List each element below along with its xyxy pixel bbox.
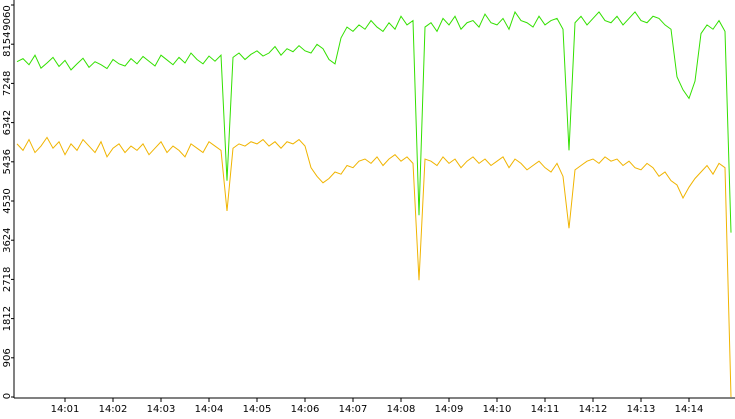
x-tick-label: 14:09 <box>435 404 464 415</box>
y-tick-label: 3624 <box>2 227 13 252</box>
x-tick-label: 14:03 <box>147 404 176 415</box>
x-tick-label: 14:14 <box>675 404 704 415</box>
y-tick-label: 8154 <box>2 31 13 56</box>
x-tick-label: 14:12 <box>579 404 608 415</box>
y-tick-label: 1812 <box>2 306 13 331</box>
y-tick-label: 9060 <box>2 5 13 30</box>
y-tick-label: 906 <box>2 348 13 367</box>
x-tick-label: 14:02 <box>99 404 128 415</box>
y-tick-label: 2718 <box>2 267 13 292</box>
x-tick-label: 14:13 <box>627 404 656 415</box>
y-tick-label: 5436 <box>2 149 13 174</box>
x-tick-label: 14:06 <box>291 404 320 415</box>
x-tick-label: 14:11 <box>531 404 560 415</box>
x-tick-label: 14:04 <box>195 404 224 415</box>
series-line <box>16 10 732 233</box>
x-tick-label: 14:07 <box>339 404 368 415</box>
x-tick-label: 14:10 <box>483 404 512 415</box>
y-tick-label: 6342 <box>2 110 13 135</box>
y-tick-label: 4530 <box>2 188 13 213</box>
x-tick-label: 14:05 <box>243 404 272 415</box>
x-tick-label: 14:01 <box>51 404 80 415</box>
x-tick-label: 14:08 <box>387 404 416 415</box>
y-tick-label: 0 <box>2 393 13 399</box>
y-tick-label: 7248 <box>2 71 13 96</box>
series-line <box>16 136 732 398</box>
